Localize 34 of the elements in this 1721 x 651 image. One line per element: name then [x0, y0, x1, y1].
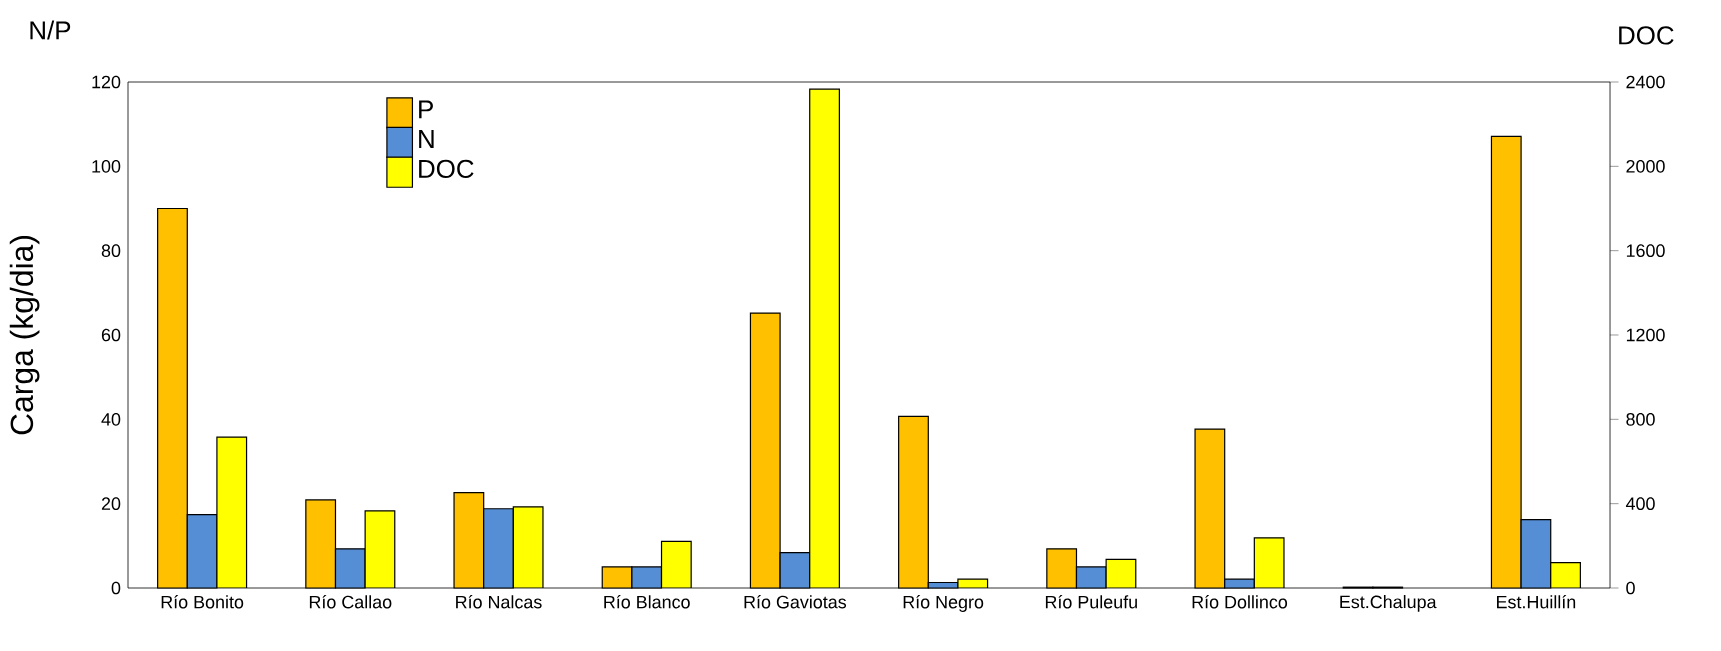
x-tick-label: Río Dollinco — [1192, 595, 1288, 609]
x-tick-label: Río Gaviotas — [744, 595, 847, 609]
y2-tick-label: 0 — [1626, 581, 1635, 595]
legend-label: P — [419, 100, 433, 119]
y2-tick-label: 800 — [1626, 412, 1655, 426]
x-tick-label: Est.Huillín — [1497, 595, 1576, 609]
x-tick-label: Río Negro — [903, 595, 984, 612]
y2-tick-label: 2000 — [1626, 159, 1665, 173]
y-tick-label: 120 — [92, 75, 121, 89]
bar — [1254, 537, 1284, 588]
x-tick-label: Est.Chalupa — [1340, 595, 1437, 612]
text: N/P — [30, 20, 71, 40]
y-tick-label: 100 — [92, 159, 121, 173]
x-tick-label: Río Nalcas — [456, 595, 542, 609]
y-tick-label: 40 — [101, 412, 121, 426]
y-tick-label: 0 — [111, 581, 121, 595]
y-tick-label: 20 — [101, 497, 121, 511]
y-axis-title: Carga (kg/dia) — [9, 236, 40, 435]
y2-tick-label: 1200 — [1626, 328, 1665, 342]
y2-tick-label: 1600 — [1626, 244, 1665, 258]
x-tick-label: Río Callao — [309, 595, 392, 609]
x-tick-label: Río Puleufu — [1045, 595, 1137, 609]
bar — [809, 89, 840, 588]
x-tick-label: Río Blanco — [604, 595, 690, 609]
bar — [661, 541, 692, 588]
y-tick-label: 80 — [101, 244, 121, 258]
y-tick-label: 60 — [101, 328, 121, 342]
y2-tick-label: 2400 — [1626, 75, 1665, 89]
bar — [216, 437, 247, 588]
x-tick-label: Río Bonito — [161, 595, 244, 609]
y2-axis-title: DOC — [1619, 26, 1674, 45]
legend-label: N — [419, 130, 434, 148]
y2-tick-label: 400 — [1625, 497, 1655, 511]
legend-label: DOC — [419, 159, 474, 179]
